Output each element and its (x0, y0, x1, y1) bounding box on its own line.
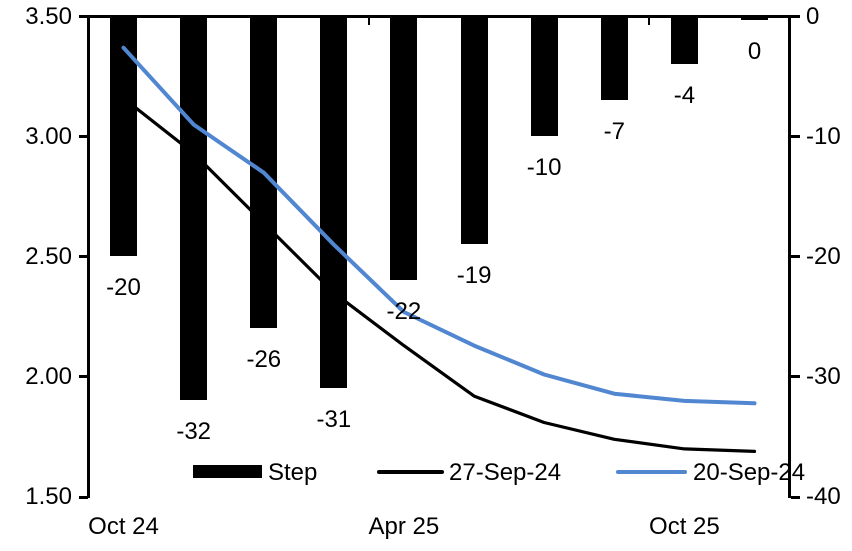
bar-data-label: 0 (747, 37, 762, 65)
bar-data-label: -20 (106, 273, 141, 301)
x-axis-tick-label: Oct 24 (88, 513, 159, 540)
left-axis-tick (79, 255, 88, 259)
bar-data-label: -10 (526, 153, 562, 181)
left-axis-tick (79, 375, 88, 379)
legend-bar-swatch (193, 465, 262, 478)
bar (390, 15, 418, 280)
legend-label: 20-Sep-24 (693, 459, 806, 486)
bar-data-label: -31 (316, 405, 352, 433)
category-axis-tick (367, 16, 370, 25)
left-axis-tick-label: 3.00 (25, 122, 72, 150)
left-axis-tick (79, 495, 88, 499)
right-axis-tick (791, 255, 800, 259)
right-axis-tick (791, 495, 800, 499)
bar-data-label: -32 (176, 417, 212, 445)
bar (320, 15, 348, 388)
top-axis-line (87, 15, 791, 18)
left-axis-tick-label: 2.50 (25, 242, 72, 270)
left-axis-line (87, 15, 90, 498)
bar-data-label: -26 (246, 345, 282, 373)
left-axis-tick-label: 2.00 (25, 362, 72, 390)
right-axis-tick-label: -20 (806, 242, 841, 270)
bar-data-label: -22 (386, 297, 422, 325)
bar-data-label: -19 (456, 261, 492, 289)
bar-data-label: -4 (673, 81, 696, 109)
right-axis-tick (791, 135, 800, 139)
left-axis-tick (79, 135, 88, 139)
legend-line-swatch (616, 470, 687, 474)
right-axis-tick-label: -10 (806, 122, 841, 150)
bar (530, 15, 558, 136)
legend-label: Step (268, 459, 318, 486)
right-axis-tick-label: 0 (806, 2, 820, 30)
line-series-27-sep-24 (121, 96, 757, 453)
x-axis-tick-label: Oct 25 (649, 513, 720, 540)
bar (180, 15, 208, 400)
bar (741, 15, 768, 20)
category-axis-tick (648, 16, 651, 25)
legend-line-swatch (377, 470, 444, 474)
right-axis-tick (791, 15, 800, 18)
right-axis-tick-label: -40 (806, 483, 841, 510)
left-axis-tick-label: 1.50 (25, 483, 72, 510)
bar (460, 15, 488, 244)
bar (600, 15, 628, 100)
legend-label: 27-Sep-24 (449, 459, 562, 486)
left-axis-tick (79, 15, 88, 18)
x-axis-tick-label: Apr 25 (368, 513, 440, 540)
bar (670, 15, 698, 64)
left-axis-tick-label: 3.50 (25, 2, 72, 30)
right-axis-tick (791, 375, 800, 379)
right-axis-tick-label: -30 (806, 362, 841, 390)
line-series-20-sep-24 (121, 45, 757, 406)
right-axis-line (788, 15, 791, 498)
bar-data-label: -7 (603, 117, 625, 145)
